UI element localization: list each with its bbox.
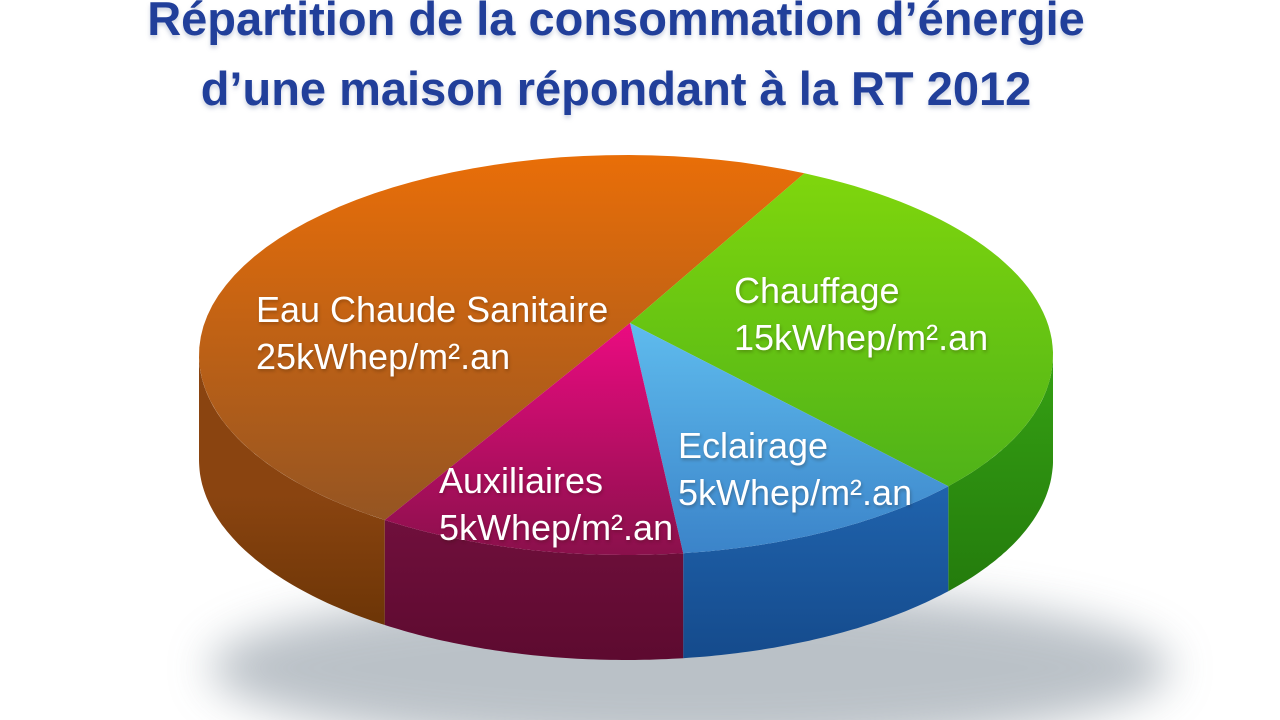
slice-label-eclairage: Eclairage 5kWhep/m².an bbox=[678, 422, 912, 516]
pie-side-auxiliaires bbox=[384, 520, 684, 660]
pie-slice-auxiliaires bbox=[384, 323, 684, 555]
slice-label-eau-chaude-sanitaire: Eau Chaude Sanitaire 25kWhep/m².an bbox=[256, 286, 608, 380]
chart-title: Répartition de la consommation d’énergie… bbox=[0, 0, 1232, 124]
slice-label-auxiliaires: Auxiliaires 5kWhep/m².an bbox=[439, 457, 673, 551]
slice-label-value: 15kWhep/m².an bbox=[734, 317, 989, 358]
slice-label-value: 5kWhep/m².an bbox=[678, 472, 913, 513]
slice-label-value: 5kWhep/m².an bbox=[439, 507, 674, 548]
slice-label-name: Auxiliaires bbox=[439, 460, 604, 501]
pie-slice-chauffage bbox=[630, 173, 1053, 487]
chart-title-line2: d’une maison répondant à la RT 2012 bbox=[200, 62, 1032, 115]
slice-label-name: Eclairage bbox=[678, 425, 829, 466]
slice-label-name: Chauffage bbox=[734, 270, 900, 311]
chart-title-line1: Répartition de la consommation d’énergie bbox=[147, 0, 1085, 45]
slice-label-chauffage: Chauffage 15kWhep/m².an bbox=[734, 267, 988, 361]
pie-side-eau-chaude-sanitaire bbox=[199, 355, 385, 625]
slice-label-value: 25kWhep/m².an bbox=[256, 336, 511, 377]
pie-slice-eclairage bbox=[630, 323, 949, 554]
pie-side-eclairage bbox=[683, 486, 949, 659]
slice-label-name: Eau Chaude Sanitaire bbox=[256, 289, 609, 330]
pie-side-chauffage bbox=[948, 355, 1053, 592]
pie-slice-eau-chaude-sanitaire bbox=[199, 155, 805, 520]
